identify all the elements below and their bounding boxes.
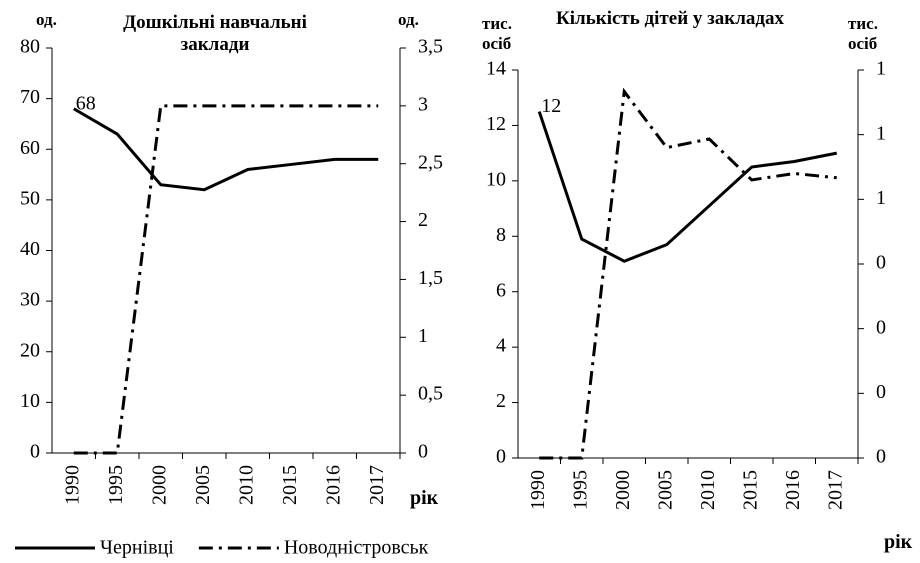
- y-tick-label: 20: [20, 339, 40, 361]
- y-tick-label: 30: [20, 289, 40, 311]
- y-tick-label: 10: [486, 168, 506, 190]
- y-tick-label: 80: [20, 36, 40, 58]
- y2-tick-label: 0: [418, 441, 428, 463]
- x-tick-label: 1990: [527, 470, 549, 510]
- y2-axis-label: од.: [398, 10, 419, 29]
- x-tick-label: 2016: [322, 465, 344, 505]
- x-tick-label: 2017: [824, 470, 846, 510]
- chart-title: Дошкільні навчальні заклади: [123, 12, 307, 55]
- y2-tick-label: 0: [876, 252, 886, 274]
- series-line: [73, 104, 379, 455]
- x-axis-label: рік: [884, 531, 913, 553]
- y2-tick-label: 1: [876, 122, 886, 144]
- annotation: 68: [76, 92, 96, 114]
- y-axis-label: од.: [36, 10, 57, 29]
- y-tick-label: 14: [486, 58, 506, 80]
- x-tick-label: 1995: [105, 465, 127, 505]
- y-tick-label: 50: [20, 187, 40, 209]
- y-tick-label: 70: [20, 86, 40, 108]
- x-tick-label: 1995: [569, 470, 591, 510]
- y-axis-label: тис. осіб: [482, 14, 512, 53]
- y-tick-label: 0: [30, 441, 40, 463]
- annotation: 12: [541, 95, 561, 117]
- series-line: [72, 107, 379, 192]
- y2-tick-label: 2: [418, 209, 428, 231]
- legend-label: Новодністровськ: [284, 537, 429, 559]
- x-tick-label: 1990: [61, 465, 83, 505]
- y2-tick-label: 0: [876, 381, 886, 403]
- chart-title: Кількість дітей у закладах: [555, 8, 784, 29]
- x-tick-label: 2000: [148, 465, 170, 505]
- y-tick-label: 40: [20, 238, 40, 260]
- x-tick-label: 2005: [192, 465, 214, 505]
- y2-tick-label: 0: [876, 316, 886, 338]
- y2-tick-label: 1: [418, 325, 428, 347]
- x-tick-label: 2010: [697, 470, 719, 510]
- series-line: [537, 111, 838, 263]
- x-tick-label: 2017: [366, 465, 388, 505]
- y-tick-label: 60: [20, 137, 40, 159]
- y2-tick-label: 3: [418, 93, 428, 115]
- y-tick-label: 6: [496, 279, 506, 301]
- y2-tick-label: 0: [876, 446, 886, 468]
- y2-tick-label: 1: [876, 58, 886, 80]
- x-tick-label: 2005: [654, 470, 676, 510]
- x-tick-label: 2015: [739, 470, 761, 510]
- x-tick-label: 2000: [612, 470, 634, 510]
- x-tick-label: 2015: [279, 465, 301, 505]
- legend-label: Чернівці: [100, 537, 174, 559]
- y2-tick-label: 2,5: [418, 151, 443, 173]
- y2-axis-label: тис. осіб: [848, 14, 878, 53]
- y2-tick-label: 1,5: [418, 267, 443, 289]
- y-tick-label: 10: [20, 390, 40, 412]
- y2-tick-label: 1: [876, 187, 886, 209]
- y2-tick-label: 3,5: [418, 36, 443, 58]
- y-tick-label: 2: [496, 390, 506, 412]
- x-tick-label: 2010: [235, 465, 257, 505]
- y-tick-label: 8: [496, 224, 506, 246]
- y-tick-label: 12: [486, 113, 506, 135]
- x-axis-label: рік: [410, 487, 439, 509]
- y2-tick-label: 0,5: [418, 383, 443, 405]
- y-tick-label: 4: [496, 335, 506, 357]
- x-tick-label: 2016: [782, 470, 804, 510]
- series-line: [539, 87, 837, 460]
- y-tick-label: 0: [496, 446, 506, 468]
